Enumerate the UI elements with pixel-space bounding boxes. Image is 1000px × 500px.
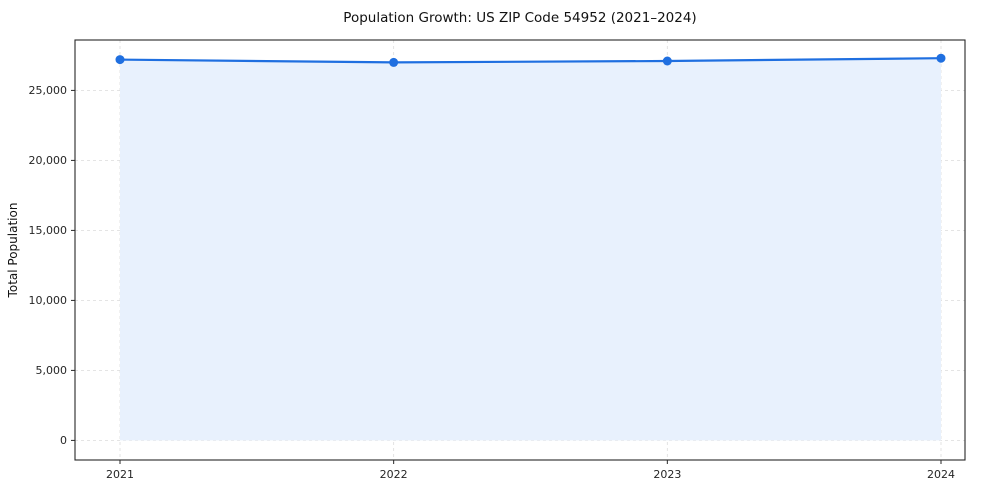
x-tick-label: 2023 bbox=[653, 468, 681, 481]
area-fill bbox=[120, 58, 941, 441]
y-tick-label: 15,000 bbox=[29, 224, 68, 237]
data-point-marker bbox=[936, 53, 946, 63]
x-tick-label: 2022 bbox=[380, 468, 408, 481]
data-point-marker bbox=[662, 56, 672, 66]
plot-series bbox=[115, 53, 946, 441]
y-axis-label: Total Population bbox=[6, 203, 20, 299]
y-tick-label: 0 bbox=[60, 434, 67, 447]
y-tick-label: 5,000 bbox=[36, 364, 68, 377]
x-tick-label: 2021 bbox=[106, 468, 134, 481]
y-tick-label: 25,000 bbox=[29, 84, 68, 97]
axes: 2021 2022 2023 2024 0 5,000 10,000 15,000 20,000… bbox=[29, 39, 966, 481]
data-point-marker bbox=[389, 57, 399, 67]
series-line bbox=[118, 57, 943, 64]
chart-title: Population Growth: US ZIP Code 54952 (20… bbox=[343, 10, 696, 26]
x-tick-label: 2024 bbox=[927, 468, 955, 481]
y-tick-label: 10,000 bbox=[29, 294, 68, 307]
data-point-marker bbox=[115, 55, 125, 65]
y-tick-label: 20,000 bbox=[29, 154, 68, 167]
plot-border bbox=[74, 39, 966, 461]
